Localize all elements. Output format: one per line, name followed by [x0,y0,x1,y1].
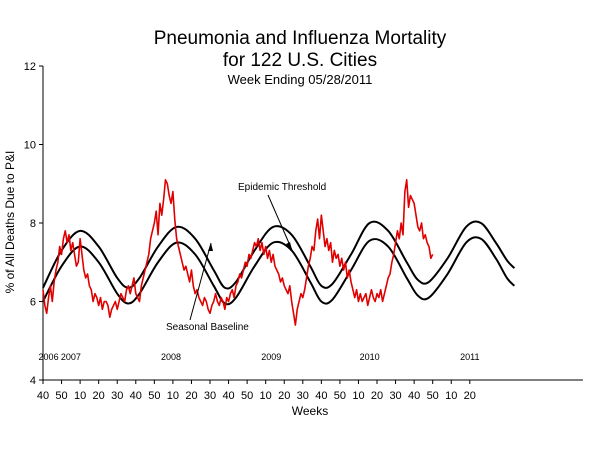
year-label: 2006 [39,352,59,362]
y-tick-label: 8 [30,218,36,230]
x-tick-label: 20 [93,390,105,402]
x-tick-label: 20 [185,390,197,402]
x-tick-label: 10 [74,390,86,402]
x-tick-label: 20 [278,390,290,402]
x-tick-label: 30 [297,390,309,402]
x-tick-label: 50 [241,390,253,402]
x-tick-label: 10 [352,390,364,402]
y-ticks: 4 6 8 10 12 [24,61,43,387]
y-axis-label: % of All Deaths Due to P&I [3,151,17,294]
year-label: 2007 [61,352,81,362]
year-label: 2011 [460,352,479,362]
series-line-observed [42,179,434,326]
annotation-seasonal-baseline-arrowhead [208,243,213,251]
annotation-epidemic-threshold-arrow [267,194,293,251]
x-tick-label: 10 [445,390,457,402]
x-tick-label: 50 [55,390,67,402]
annotation-epidemic-threshold-arrowhead [286,242,292,250]
x-tick-label: 50 [334,390,346,402]
x-axis-label: Weeks [292,404,328,418]
x-tick-label: 10 [167,390,179,402]
chart-title: Pneumonia and Influenza Mortality [154,28,447,49]
x-tick-label: 30 [389,390,401,402]
year-labels: 2006 2007 2008 2009 2010 2011 [39,352,480,362]
x-tick-label: 30 [204,390,216,402]
series-line-seasonal-baseline [42,236,516,306]
y-tick-label: 10 [24,140,36,152]
x-tick-label: 40 [222,390,234,402]
year-label: 2010 [360,352,380,362]
annotations: Epidemic Threshold Seasonal Baseline [166,182,326,333]
x-tick-label: 20 [371,390,383,402]
year-label: 2008 [161,352,181,362]
chart-subtitle: Week Ending 05/28/2011 [228,72,373,87]
x-tick-label: 20 [464,390,476,402]
x-tick-label: 50 [427,390,439,402]
x-ticks: 40 50 10 20 30 40 50 10 20 30 40 50 10 20 30 40 50 10 20 30… [37,380,476,402]
year-label: 2009 [261,352,281,362]
annotation-seasonal-baseline-arrow [189,242,212,321]
y-tick-label: 12 [24,61,36,73]
x-tick-label: 40 [37,390,49,402]
x-tick-label: 50 [148,390,160,402]
y-tick-label: 4 [30,375,36,387]
x-tick-label: 30 [111,390,123,402]
y-tick-label: 6 [30,297,36,309]
x-tick-label: 40 [408,390,420,402]
chart-title-line2: for 122 U.S. Cities [223,50,377,71]
series-layer [42,179,516,326]
annotation-seasonal-baseline: Seasonal Baseline [166,322,249,333]
x-tick-label: 40 [315,390,327,402]
x-tick-label: 10 [260,390,272,402]
x-tick-label: 40 [130,390,142,402]
annotation-epidemic-threshold: Epidemic Threshold [238,182,326,193]
